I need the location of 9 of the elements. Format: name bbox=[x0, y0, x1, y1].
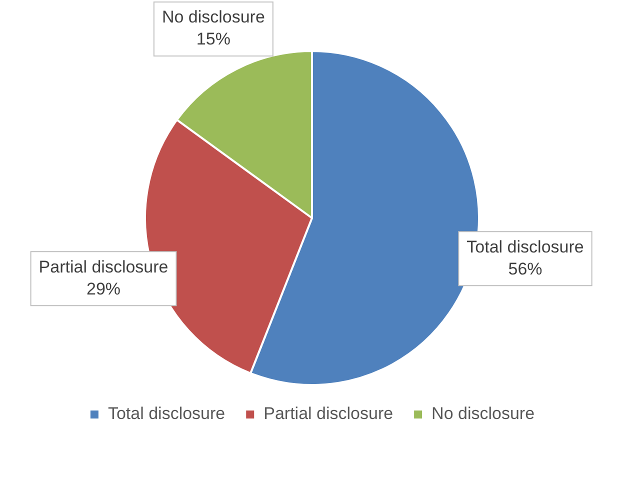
data-label: 15% bbox=[196, 30, 230, 49]
slice-label: Partial disclosure bbox=[38, 257, 168, 276]
legend-label: Partial disclosure bbox=[264, 404, 394, 424]
legend-label: No disclosure bbox=[432, 404, 535, 424]
slice-label: Total disclosure bbox=[466, 237, 584, 256]
legend-label: Total disclosure bbox=[108, 404, 226, 424]
data-label: 29% bbox=[86, 279, 121, 298]
slice-label: No disclosure bbox=[162, 8, 265, 27]
data-label: 56% bbox=[508, 259, 542, 278]
